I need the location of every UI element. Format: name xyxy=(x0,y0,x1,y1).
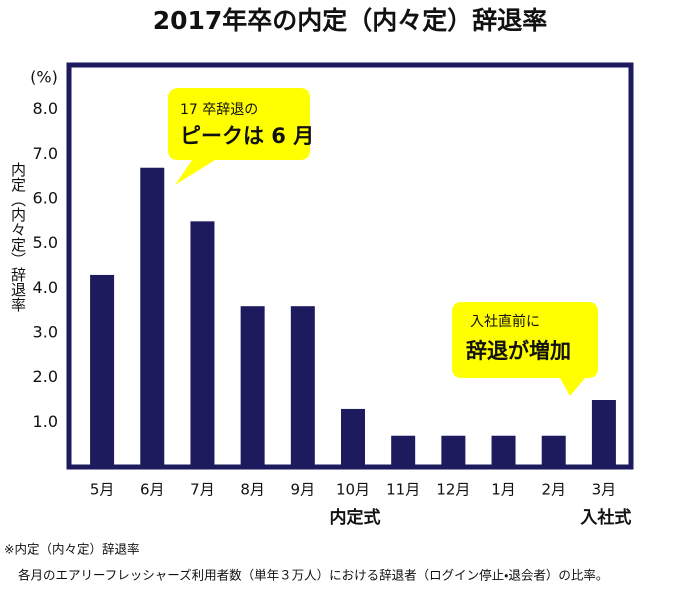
y-tick-label: 8.0 xyxy=(33,99,58,118)
y-tick-label: 4.0 xyxy=(33,278,58,297)
callout-text: 辞退が増加 xyxy=(466,339,571,363)
bar xyxy=(491,435,516,467)
x-tick-label: 12月 xyxy=(436,481,470,499)
callout-bubble xyxy=(168,88,310,185)
bar xyxy=(290,306,315,467)
x-tick-label: 9月 xyxy=(291,481,316,499)
x-tick-label: 7月 xyxy=(190,481,215,499)
footnote: 各月のエアリーフレッシャーズ利用者数（単年３万人）における辞退者（ログイン停止・… xyxy=(18,568,608,583)
x-tick-label: 1月 xyxy=(491,481,516,499)
x-tick-label: 8月 xyxy=(240,481,265,499)
bar xyxy=(391,435,416,467)
x-tick-label: 11月 xyxy=(386,481,420,499)
x-tick-label: 10月 xyxy=(336,481,370,499)
x-tick-label: 2月 xyxy=(541,481,566,499)
callout-bubble xyxy=(452,302,598,396)
y-tick-label: 7.0 xyxy=(33,144,58,163)
bar xyxy=(441,435,466,467)
bar xyxy=(591,400,616,467)
event-label: 内定式 xyxy=(330,507,381,528)
y-axis-label: 内定（内々定）辞退率 xyxy=(9,162,27,312)
x-tick-label: 3月 xyxy=(592,481,617,499)
y-tick-label: 2.0 xyxy=(33,367,58,386)
y-tick-label: 5.0 xyxy=(33,233,58,252)
bar xyxy=(541,435,566,467)
bar xyxy=(190,221,215,467)
y-tick-label: 6.0 xyxy=(33,189,58,208)
callout: 17 卒辞退の ピークは 6 月 入社直前に 辞退が増加 xyxy=(168,88,598,396)
bar xyxy=(140,167,165,467)
y-tick-label: 1.0 xyxy=(33,412,58,431)
x-tick-label: 5月 xyxy=(90,481,115,499)
event-label: 入社式 xyxy=(580,507,631,528)
y-tick-label: 3.0 xyxy=(33,323,58,342)
bar xyxy=(240,306,265,467)
footnote: ※内定（内々定）辞退率 xyxy=(4,542,139,557)
bar xyxy=(341,408,365,467)
unit-label: (%) xyxy=(30,68,58,87)
chart-title: 2017年卒の内定（内々定）辞退率 xyxy=(153,6,548,35)
callout-text: 17 卒辞退の xyxy=(180,102,258,118)
x-tick-label: 6月 xyxy=(140,481,165,499)
callout-text: ピークは 6 月 xyxy=(180,124,314,148)
callout-text: 入社直前に xyxy=(470,313,540,330)
bar xyxy=(90,274,115,467)
